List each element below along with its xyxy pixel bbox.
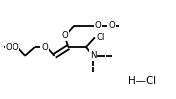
- Text: O: O: [95, 21, 101, 30]
- Text: O: O: [41, 43, 48, 52]
- Text: O: O: [108, 21, 115, 30]
- Text: Cl: Cl: [97, 33, 105, 42]
- Text: H—Cl: H—Cl: [128, 76, 156, 86]
- Text: O: O: [6, 43, 13, 52]
- Text: O: O: [61, 31, 68, 40]
- Text: N: N: [90, 51, 96, 60]
- Text: O: O: [12, 43, 18, 52]
